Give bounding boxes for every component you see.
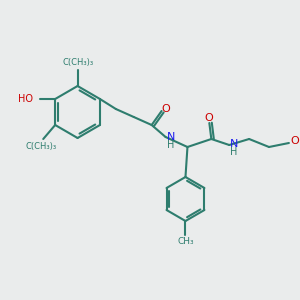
Text: O: O xyxy=(161,104,170,114)
Text: C(CH₃)₃: C(CH₃)₃ xyxy=(26,142,57,152)
Text: O: O xyxy=(204,113,213,123)
Text: C(CH₃)₃: C(CH₃)₃ xyxy=(62,58,93,67)
Text: N: N xyxy=(230,139,238,149)
Text: CH₃: CH₃ xyxy=(177,236,194,245)
Text: N: N xyxy=(167,132,175,142)
Text: O: O xyxy=(290,136,299,146)
Text: H: H xyxy=(167,140,174,150)
Text: HO: HO xyxy=(18,94,33,104)
Text: H: H xyxy=(230,147,238,157)
